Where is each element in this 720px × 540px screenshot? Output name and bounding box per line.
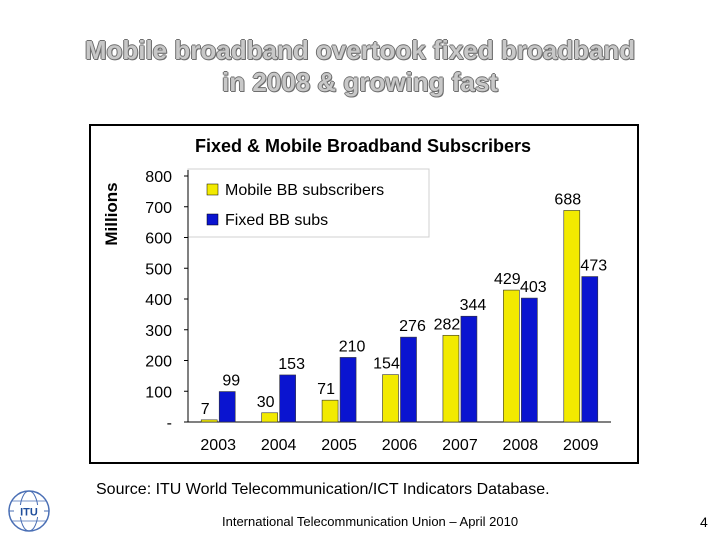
data-label-fixed: 99 [222,373,240,390]
footer-text: International Telecommunication Union – … [222,514,519,529]
x-tick-label: 2004 [261,437,297,454]
slide-title-line-2: in 2008 & growing fast [222,67,498,97]
data-label-mobile: 282 [434,316,461,333]
bar-fixed [218,391,236,423]
bar-fixed [581,276,599,423]
legend-swatch-mobile [206,183,219,196]
page-number: 4 [700,514,708,530]
bar-mobile [563,210,581,423]
chart-frame: Fixed & Mobile Broadband Subscribers Mil… [89,124,639,464]
bar-fixed [460,315,478,423]
bar-mobile [442,334,460,423]
data-label-mobile: 7 [201,401,210,418]
legend-box [187,168,430,238]
data-label-fixed: 403 [520,279,547,296]
data-label-mobile: 429 [494,271,521,288]
x-tick-label: 2007 [442,437,478,454]
legend-label-fixed: Fixed BB subs [225,212,328,229]
data-label-mobile: 71 [317,381,335,398]
itu-logo: ITU [8,490,50,532]
bar-mobile [200,419,218,423]
y-tick-label: - [167,415,172,432]
y-tick-label: 600 [145,231,172,248]
data-label-fixed: 344 [460,297,487,314]
bar-fixed [339,357,357,423]
x-tick-label: 2003 [200,437,236,454]
data-label-mobile: 30 [257,394,275,411]
bar-mobile [382,374,399,423]
y-tick-label: 700 [145,200,172,217]
data-label-fixed: 473 [580,258,607,275]
x-tick-label: 2005 [321,437,357,454]
slide-title-line-1: Mobile broadband overtook fixed broadban… [84,35,636,65]
bar-mobile [261,412,278,423]
y-tick-label: 200 [145,354,172,371]
bar-mobile [503,289,520,423]
y-tick-label: 300 [145,323,172,340]
bar-fixed [279,374,296,423]
y-tick-label: 100 [145,384,172,401]
y-tick-label: 500 [145,261,172,278]
y-tick-label: 400 [145,292,172,309]
plot-area: - 100 200 300 400 500 600 700 800 7 99 2003 30 153 200… [145,169,611,454]
slide-title: Mobile broadband overtook fixed broadban… [0,34,720,98]
bar-fixed [521,297,538,423]
chart-title: Fixed & Mobile Broadband Subscribers [195,136,531,156]
data-label-mobile: 154 [373,356,400,373]
legend-label-mobile: Mobile BB subscribers [225,182,384,199]
bar-fixed [400,336,417,423]
bar-chart: Fixed & Mobile Broadband Subscribers Mil… [102,136,611,454]
x-tick-label: 2009 [563,437,599,454]
y-axis-label: Millions [102,182,121,245]
legend: Mobile BB subscribers Fixed BB subs [187,168,430,238]
logo-text: ITU [20,507,38,519]
x-tick-label: 2008 [503,437,539,454]
data-label-fixed: 276 [399,318,426,335]
data-label-fixed: 153 [278,356,305,373]
source-note: Source: ITU World Telecommunication/ICT … [96,481,550,498]
data-label-mobile: 688 [554,191,581,208]
data-label-fixed: 210 [339,338,366,355]
x-tick-label: 2006 [382,437,418,454]
bar-mobile [321,399,339,423]
legend-swatch-fixed [206,213,219,226]
y-tick-label: 800 [145,169,172,186]
